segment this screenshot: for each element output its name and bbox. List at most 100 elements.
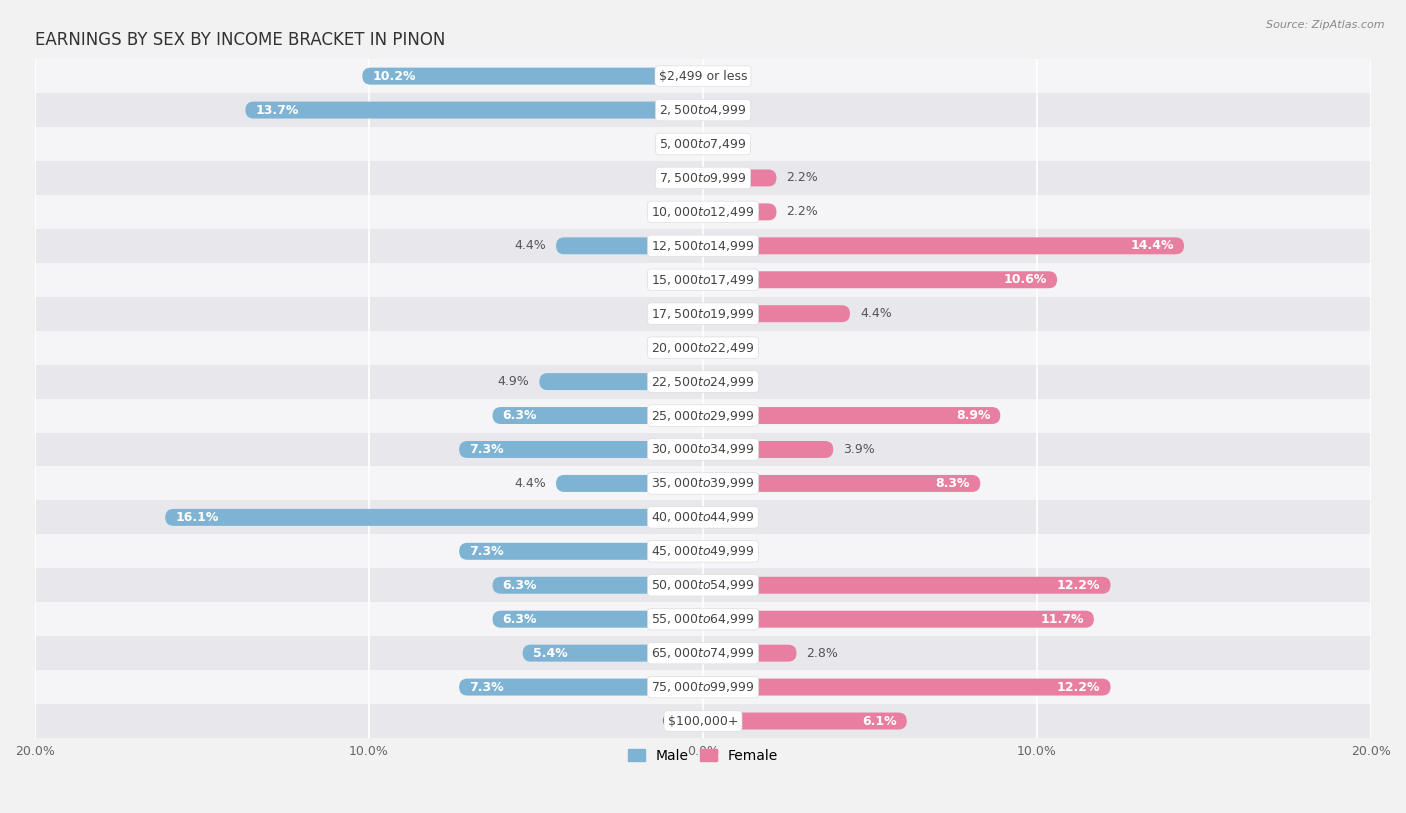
FancyBboxPatch shape: [703, 272, 1057, 289]
Text: $40,000 to $44,999: $40,000 to $44,999: [651, 511, 755, 524]
FancyBboxPatch shape: [703, 475, 980, 492]
FancyBboxPatch shape: [703, 237, 1184, 254]
FancyBboxPatch shape: [703, 679, 1111, 696]
Text: $45,000 to $49,999: $45,000 to $49,999: [651, 545, 755, 559]
Text: 11.7%: 11.7%: [1040, 613, 1084, 626]
Text: Source: ZipAtlas.com: Source: ZipAtlas.com: [1267, 20, 1385, 30]
Text: 7.3%: 7.3%: [470, 680, 503, 693]
FancyBboxPatch shape: [703, 203, 776, 220]
Text: 12.2%: 12.2%: [1057, 680, 1101, 693]
Bar: [35, 534, 1371, 568]
Text: 0.0%: 0.0%: [713, 103, 745, 116]
FancyBboxPatch shape: [460, 679, 703, 696]
Text: 0.0%: 0.0%: [713, 511, 745, 524]
Text: 4.4%: 4.4%: [515, 477, 546, 490]
Bar: [35, 398, 1371, 433]
FancyBboxPatch shape: [703, 712, 907, 729]
FancyBboxPatch shape: [555, 475, 703, 492]
Text: 0.0%: 0.0%: [713, 545, 745, 558]
Bar: [35, 229, 1371, 263]
Bar: [35, 93, 1371, 127]
Text: 4.4%: 4.4%: [515, 239, 546, 252]
Text: 0.0%: 0.0%: [661, 341, 693, 354]
Text: $2,499 or less: $2,499 or less: [659, 70, 747, 83]
FancyBboxPatch shape: [703, 576, 1111, 593]
Bar: [35, 568, 1371, 602]
FancyBboxPatch shape: [703, 407, 1000, 424]
Text: 10.2%: 10.2%: [373, 70, 416, 83]
Text: $12,500 to $14,999: $12,500 to $14,999: [651, 239, 755, 253]
Bar: [35, 364, 1371, 398]
Text: 6.3%: 6.3%: [502, 409, 537, 422]
Text: $7,500 to $9,999: $7,500 to $9,999: [659, 171, 747, 185]
Text: $2,500 to $4,999: $2,500 to $4,999: [659, 103, 747, 117]
Bar: [35, 297, 1371, 331]
Text: 7.3%: 7.3%: [470, 443, 503, 456]
Bar: [35, 195, 1371, 229]
Text: 4.9%: 4.9%: [498, 375, 529, 388]
Text: $22,500 to $24,999: $22,500 to $24,999: [651, 375, 755, 389]
Bar: [35, 127, 1371, 161]
FancyBboxPatch shape: [492, 407, 703, 424]
Text: 5.4%: 5.4%: [533, 646, 568, 659]
Text: 7.3%: 7.3%: [470, 545, 503, 558]
FancyBboxPatch shape: [492, 576, 703, 593]
Text: 4.4%: 4.4%: [860, 307, 891, 320]
FancyBboxPatch shape: [363, 67, 703, 85]
FancyBboxPatch shape: [703, 611, 1094, 628]
Text: $30,000 to $34,999: $30,000 to $34,999: [651, 442, 755, 456]
Text: 2.2%: 2.2%: [786, 172, 818, 185]
Bar: [35, 263, 1371, 297]
FancyBboxPatch shape: [703, 645, 797, 662]
Bar: [35, 636, 1371, 670]
FancyBboxPatch shape: [523, 645, 703, 662]
Text: 0.0%: 0.0%: [661, 307, 693, 320]
FancyBboxPatch shape: [703, 305, 851, 322]
Text: 12.2%: 12.2%: [1057, 579, 1101, 592]
Text: 13.7%: 13.7%: [256, 103, 298, 116]
Bar: [35, 602, 1371, 636]
Text: 6.3%: 6.3%: [502, 579, 537, 592]
Text: 14.4%: 14.4%: [1130, 239, 1174, 252]
Text: $10,000 to $12,499: $10,000 to $12,499: [651, 205, 755, 219]
Text: $20,000 to $22,499: $20,000 to $22,499: [651, 341, 755, 354]
Text: $5,000 to $7,499: $5,000 to $7,499: [659, 137, 747, 151]
Text: $55,000 to $64,999: $55,000 to $64,999: [651, 612, 755, 626]
Text: 3.9%: 3.9%: [844, 443, 875, 456]
FancyBboxPatch shape: [540, 373, 703, 390]
FancyBboxPatch shape: [460, 543, 703, 560]
Text: 0.0%: 0.0%: [661, 715, 693, 728]
Text: 0.0%: 0.0%: [661, 206, 693, 219]
Bar: [35, 704, 1371, 738]
Text: $15,000 to $17,499: $15,000 to $17,499: [651, 273, 755, 287]
Bar: [35, 670, 1371, 704]
Text: 0.0%: 0.0%: [713, 137, 745, 150]
FancyBboxPatch shape: [703, 441, 834, 458]
Bar: [35, 59, 1371, 93]
Text: $65,000 to $74,999: $65,000 to $74,999: [651, 646, 755, 660]
FancyBboxPatch shape: [246, 102, 703, 119]
FancyBboxPatch shape: [460, 441, 703, 458]
Text: 10.6%: 10.6%: [1004, 273, 1047, 286]
Bar: [35, 467, 1371, 500]
Text: 0.0%: 0.0%: [713, 341, 745, 354]
Text: 6.1%: 6.1%: [862, 715, 897, 728]
Text: 0.0%: 0.0%: [661, 137, 693, 150]
Text: 0.0%: 0.0%: [713, 70, 745, 83]
Text: 16.1%: 16.1%: [176, 511, 218, 524]
FancyBboxPatch shape: [555, 237, 703, 254]
FancyBboxPatch shape: [166, 509, 703, 526]
Text: $25,000 to $29,999: $25,000 to $29,999: [651, 409, 755, 423]
Text: $50,000 to $54,999: $50,000 to $54,999: [651, 578, 755, 592]
Text: 0.0%: 0.0%: [713, 375, 745, 388]
Text: 6.3%: 6.3%: [502, 613, 537, 626]
Text: EARNINGS BY SEX BY INCOME BRACKET IN PINON: EARNINGS BY SEX BY INCOME BRACKET IN PIN…: [35, 31, 446, 50]
Text: $100,000+: $100,000+: [668, 715, 738, 728]
Text: 8.9%: 8.9%: [956, 409, 990, 422]
Text: $75,000 to $99,999: $75,000 to $99,999: [651, 680, 755, 694]
FancyBboxPatch shape: [492, 611, 703, 628]
Text: 0.0%: 0.0%: [661, 172, 693, 185]
Text: 0.0%: 0.0%: [661, 273, 693, 286]
Text: 2.8%: 2.8%: [807, 646, 838, 659]
Text: $17,500 to $19,999: $17,500 to $19,999: [651, 307, 755, 320]
